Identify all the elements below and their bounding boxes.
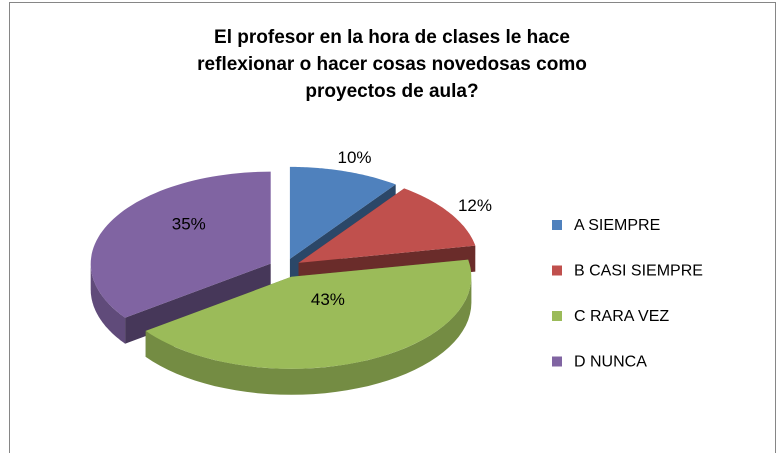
slice-top: [90, 171, 271, 318]
legend-label: B CASI SIEMPRE: [574, 263, 703, 280]
chart-title: El profesor en la hora de clases le hace: [214, 27, 570, 48]
legend-swatch: [552, 265, 562, 276]
slice-top: [145, 259, 472, 369]
chart-title: reflexionar o hacer cosas novedosas como: [197, 54, 587, 75]
legend-label: A SIEMPRE: [574, 217, 660, 234]
legend-swatch: [552, 311, 562, 321]
slice-top: [298, 188, 476, 263]
chart-title: proyectos de aula?: [305, 81, 478, 102]
data-label: 43%: [311, 290, 345, 309]
legend-label: D NUNCA: [574, 354, 647, 371]
slice: [90, 171, 271, 344]
slice: [145, 259, 472, 395]
legend-label: C RARA VEZ: [574, 308, 669, 325]
slice-side: [125, 263, 271, 344]
slice-top: [289, 166, 396, 259]
data-label: 12%: [458, 196, 492, 215]
legend-swatch: [552, 220, 562, 230]
data-label: 35%: [172, 214, 206, 233]
legend-swatch: [552, 356, 562, 367]
slice-wall: [145, 276, 472, 395]
data-label: 10%: [338, 148, 372, 167]
slice-wall: [90, 263, 126, 344]
